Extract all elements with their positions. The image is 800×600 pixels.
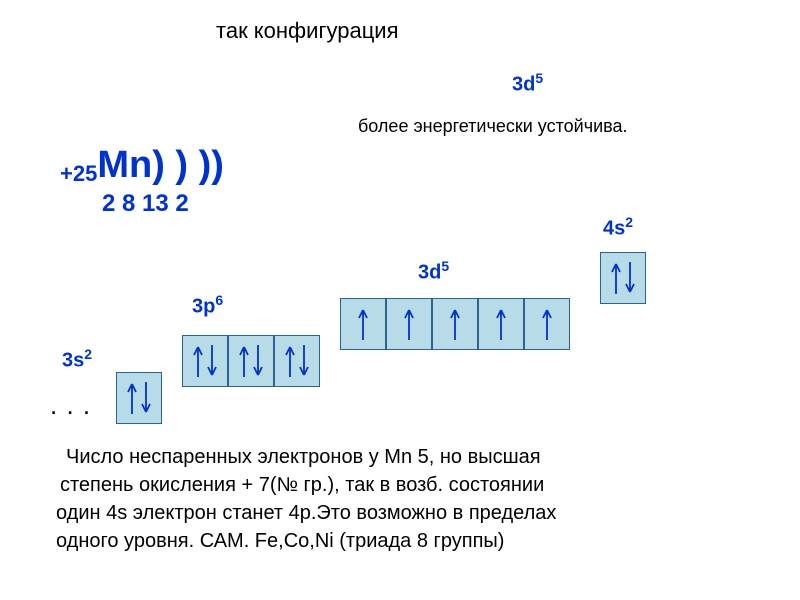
electron-up-icon	[285, 343, 295, 379]
electron-down-icon	[207, 343, 217, 379]
electron-down-icon	[299, 343, 309, 379]
orbital-box	[182, 335, 228, 387]
electron-up-icon	[127, 380, 137, 416]
explain-line-1: Число неспаренных электронов у Mn 5, но …	[66, 444, 541, 471]
explain-line-2: степень окисления + 7(№ гр.), так в возб…	[60, 472, 544, 499]
note-3d5-base: 3d	[512, 74, 535, 96]
label-4s2-base: 4s	[603, 218, 625, 240]
electron-up-icon	[239, 343, 249, 379]
ellipsis: . . .	[50, 390, 91, 421]
orbital-box	[600, 252, 646, 304]
page-title: так конфигурация	[216, 18, 399, 44]
orbital-box	[340, 298, 386, 350]
explain-line-4: одного уровня. САМ. Fe,Co,Ni (триада 8 г…	[56, 528, 504, 555]
label-3s2-sup: 2	[84, 346, 92, 362]
label-3d5-sup: 5	[441, 258, 449, 274]
orbital-box	[116, 372, 162, 424]
note-stable: более энергетически устойчива.	[358, 114, 628, 138]
note-3d5: 3d5	[512, 70, 543, 97]
electron-up-icon	[358, 306, 368, 342]
note-3d5-sup: 5	[535, 70, 543, 86]
electron-up-icon	[404, 306, 414, 342]
mn-block: +25Mn) ) ))	[60, 144, 224, 187]
label-3s2: 3s2	[62, 346, 92, 373]
electron-up-icon	[450, 306, 460, 342]
electron-up-icon	[496, 306, 506, 342]
mn-symbol: Mn) ) ))	[97, 144, 224, 186]
orbital-box	[524, 298, 570, 350]
mn-shells: 2 8 13 2	[102, 190, 189, 218]
electron-up-icon	[193, 343, 203, 379]
orbital-box	[274, 335, 320, 387]
electron-down-icon	[141, 380, 151, 416]
label-3p6-base: 3p	[192, 296, 215, 318]
electron-up-icon	[542, 306, 552, 342]
mn-charge: +25	[60, 161, 97, 186]
explain-line-3: один 4s электрон станет 4p.Это возможно …	[56, 500, 556, 527]
label-4s2: 4s2	[603, 214, 633, 241]
electron-down-icon	[253, 343, 263, 379]
orbital-box	[432, 298, 478, 350]
label-3d5: 3d5	[418, 258, 449, 285]
electron-up-icon	[611, 260, 621, 296]
label-3p6-sup: 6	[215, 292, 223, 308]
orbital-box	[478, 298, 524, 350]
electron-down-icon	[625, 260, 635, 296]
orbital-box	[228, 335, 274, 387]
label-3p6: 3p6	[192, 292, 223, 319]
orbital-box	[386, 298, 432, 350]
label-3d5-base: 3d	[418, 262, 441, 284]
label-3s2-base: 3s	[62, 350, 84, 372]
label-4s2-sup: 2	[625, 214, 633, 230]
